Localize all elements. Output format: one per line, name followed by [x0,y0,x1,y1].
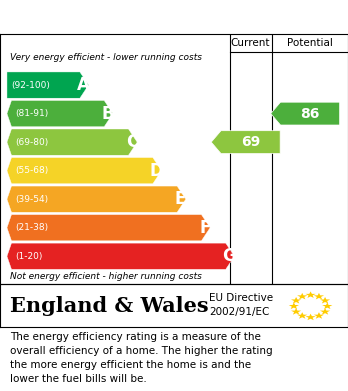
Text: Potential: Potential [287,38,333,48]
Text: F: F [199,219,211,237]
Polygon shape [271,102,340,125]
Polygon shape [297,312,307,319]
Text: (55-68): (55-68) [16,166,49,175]
Polygon shape [320,297,330,303]
Text: 69: 69 [241,135,260,149]
Text: The energy efficiency rating is a measure of the
overall efficiency of a home. T: The energy efficiency rating is a measur… [10,332,273,384]
Polygon shape [7,186,186,212]
Text: England & Wales: England & Wales [10,296,209,316]
Text: C: C [126,133,138,151]
Text: Very energy efficient - lower running costs: Very energy efficient - lower running co… [10,53,203,62]
Text: A: A [77,76,90,94]
Polygon shape [314,293,324,300]
Polygon shape [289,303,299,309]
Polygon shape [7,129,137,155]
Text: (92-100): (92-100) [11,81,50,90]
Text: Current: Current [231,38,270,48]
Text: (69-80): (69-80) [16,138,49,147]
Text: (21-38): (21-38) [16,223,49,232]
Polygon shape [314,312,324,319]
Polygon shape [322,303,332,309]
Polygon shape [7,158,161,184]
Text: (39-54): (39-54) [16,195,49,204]
Polygon shape [7,72,89,98]
Text: Energy Efficiency Rating: Energy Efficiency Rating [10,6,239,24]
Polygon shape [306,291,316,298]
Text: EU Directive
2002/91/EC: EU Directive 2002/91/EC [209,293,273,317]
Text: Not energy efficient - higher running costs: Not energy efficient - higher running co… [10,272,202,281]
Polygon shape [291,297,301,303]
Text: E: E [175,190,186,208]
Text: D: D [149,161,163,179]
Text: G: G [222,247,236,265]
Polygon shape [7,100,113,127]
Polygon shape [306,314,316,320]
Polygon shape [291,308,301,315]
Polygon shape [211,131,280,154]
Text: (81-91): (81-91) [16,109,49,118]
Text: (1-20): (1-20) [16,252,43,261]
Polygon shape [320,308,330,315]
Text: B: B [101,105,114,123]
Polygon shape [297,293,307,300]
Polygon shape [7,243,235,269]
Polygon shape [7,215,210,241]
Text: 86: 86 [300,107,320,120]
